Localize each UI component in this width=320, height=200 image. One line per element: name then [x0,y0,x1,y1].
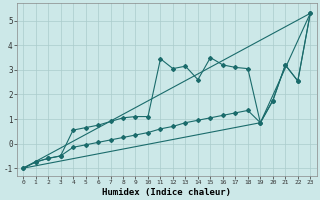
X-axis label: Humidex (Indice chaleur): Humidex (Indice chaleur) [102,188,231,197]
